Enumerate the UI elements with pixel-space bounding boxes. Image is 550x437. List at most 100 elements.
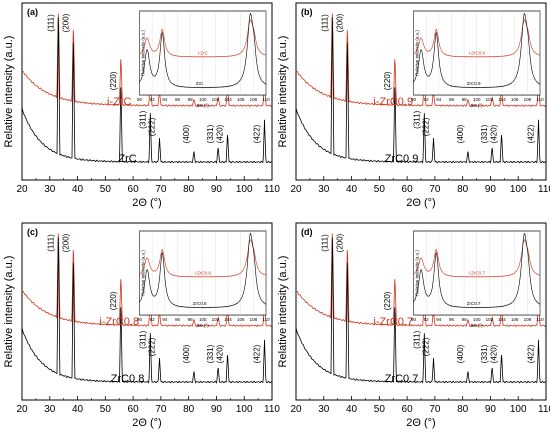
panel-d: 20 30 40 50 60 70 80 90 100 110 2Θ (°) Relative int… xyxy=(277,222,550,429)
x-tick-label: 110 xyxy=(264,404,280,415)
peak-label: (111) xyxy=(46,234,55,252)
inset-x-label: 2Θ (°) xyxy=(471,103,484,108)
peak-label: (420) xyxy=(490,344,499,363)
inset: 90 92 94 96 98 100 102 104 106 108 110 2Θ (°) Relati… xyxy=(137,230,270,328)
x-tick-label: 20 xyxy=(290,184,302,195)
x-tick-label: 20 xyxy=(16,404,28,415)
x-tick-label: 80 xyxy=(183,404,195,415)
panel-label: (d) xyxy=(301,227,313,237)
peak-label: (222) xyxy=(148,337,157,356)
inset-tick-label: 104 xyxy=(224,317,232,322)
x-tick-label: 40 xyxy=(72,184,84,195)
inset-tick-label: 96 xyxy=(175,97,181,102)
series-label-red: i-ZrC0.7 xyxy=(373,316,413,328)
peak-label: (111) xyxy=(46,14,55,32)
peak-label: (200) xyxy=(61,13,70,32)
peak-label: (420) xyxy=(216,344,225,363)
x-axis-label: 2Θ (°) xyxy=(132,197,161,209)
inset-tick-label: 104 xyxy=(498,317,506,322)
series-label-red: i-ZrC xyxy=(107,96,131,108)
x-tick-label: 40 xyxy=(346,184,358,195)
peak-label: (220) xyxy=(383,291,392,310)
inset-tick-label: 92 xyxy=(150,317,156,322)
peak-label: (400) xyxy=(182,124,191,143)
inset-tick-label: 92 xyxy=(150,97,156,102)
x-tick-label: 50 xyxy=(374,404,386,415)
inset-tick-label: 90 xyxy=(411,97,417,102)
inset-tick-label: 104 xyxy=(498,97,506,102)
x-tick-label: 20 xyxy=(290,404,302,415)
inset-label-red: i-ZrC0.8 xyxy=(195,271,212,276)
peak-label: (331) xyxy=(206,344,215,363)
series-line-ZrC0.9 xyxy=(295,17,546,164)
inset-tick-label: 108 xyxy=(524,317,532,322)
peak-label: (200) xyxy=(61,233,70,252)
inset-tick-label: 106 xyxy=(511,317,519,322)
series-label-black: ZrC xyxy=(118,153,136,165)
x-tick-label: 110 xyxy=(264,184,280,195)
x-tick-label: 30 xyxy=(318,404,330,415)
inset-tick-label: 110 xyxy=(536,97,544,102)
inset-tick-label: 94 xyxy=(162,97,168,102)
inset-y-label: Relative intensity (a.u.) xyxy=(141,250,146,296)
x-tick-label: 50 xyxy=(374,184,386,195)
peak-label: (422) xyxy=(527,124,536,143)
peak-label: (422) xyxy=(253,124,262,143)
inset-y-label: Relative intensity (a.u.) xyxy=(415,250,420,296)
inset-tick-label: 106 xyxy=(237,97,245,102)
peak-label: (222) xyxy=(422,117,431,136)
peak-label: (420) xyxy=(216,124,225,143)
peak-label: (422) xyxy=(253,344,262,363)
x-tick-label: 100 xyxy=(236,184,253,195)
x-tick-label: 100 xyxy=(510,184,527,195)
inset-series-red xyxy=(413,19,541,58)
peak-label: (200) xyxy=(335,13,344,32)
x-tick-label: 40 xyxy=(72,404,84,415)
x-tick-label: 30 xyxy=(44,184,56,195)
x-tick-label: 40 xyxy=(346,404,358,415)
inset-x-label: 2Θ (°) xyxy=(197,323,210,328)
inset-tick-label: 94 xyxy=(436,317,442,322)
x-tick-label: 90 xyxy=(485,404,497,415)
x-tick-label: 70 xyxy=(155,184,167,195)
x-tick-label: 60 xyxy=(128,404,140,415)
x-tick-label: 90 xyxy=(485,184,497,195)
panel-label: (a) xyxy=(27,7,38,17)
x-tick-label: 100 xyxy=(236,404,253,415)
inset-x-label: 2Θ (°) xyxy=(197,103,210,108)
peak-label: (400) xyxy=(456,124,465,143)
x-tick-label: 70 xyxy=(429,404,441,415)
inset-tick-label: 100 xyxy=(473,97,481,102)
y-axis-label: Relative intensity (a.u.) xyxy=(3,36,15,148)
y-axis-label: Relative intensity (a.u.) xyxy=(277,256,289,368)
peak-label: (311) xyxy=(412,110,421,128)
inset-tick-label: 100 xyxy=(199,97,207,102)
series-label-black: ZrC0.9 xyxy=(385,153,419,165)
series-line-i-ZrC0.8 xyxy=(21,233,272,327)
x-axis-label: 2Θ (°) xyxy=(406,197,435,209)
inset-label-black: ZrC0.9 xyxy=(467,81,481,86)
inset-tick-label: 106 xyxy=(237,317,245,322)
inset-tick-label: 110 xyxy=(262,317,270,322)
inset-series-red xyxy=(139,19,267,58)
peak-label: (400) xyxy=(456,344,465,363)
inset-x-label: 2Θ (°) xyxy=(471,323,484,328)
peak-label: (311) xyxy=(412,330,421,348)
peak-label: (220) xyxy=(383,71,392,90)
inset-tick-label: 102 xyxy=(486,97,494,102)
peak-label: (331) xyxy=(480,124,489,143)
inset-tick-label: 108 xyxy=(250,97,258,102)
inset-tick-label: 90 xyxy=(137,97,143,102)
x-tick-label: 30 xyxy=(44,404,56,415)
inset-tick-label: 100 xyxy=(199,317,207,322)
x-tick-label: 70 xyxy=(429,184,441,195)
x-tick-label: 80 xyxy=(457,404,469,415)
x-tick-label: 90 xyxy=(211,404,223,415)
peak-label: (311) xyxy=(138,330,147,348)
peak-label: (311) xyxy=(138,110,147,128)
x-tick-label: 60 xyxy=(402,404,414,415)
inset-label-black: ZrC0.7 xyxy=(467,301,481,306)
x-tick-label: 60 xyxy=(402,184,414,195)
inset-tick-label: 110 xyxy=(262,97,270,102)
inset: 90 92 94 96 98 100 102 104 106 108 110 2Θ (°) Relati… xyxy=(137,10,270,108)
